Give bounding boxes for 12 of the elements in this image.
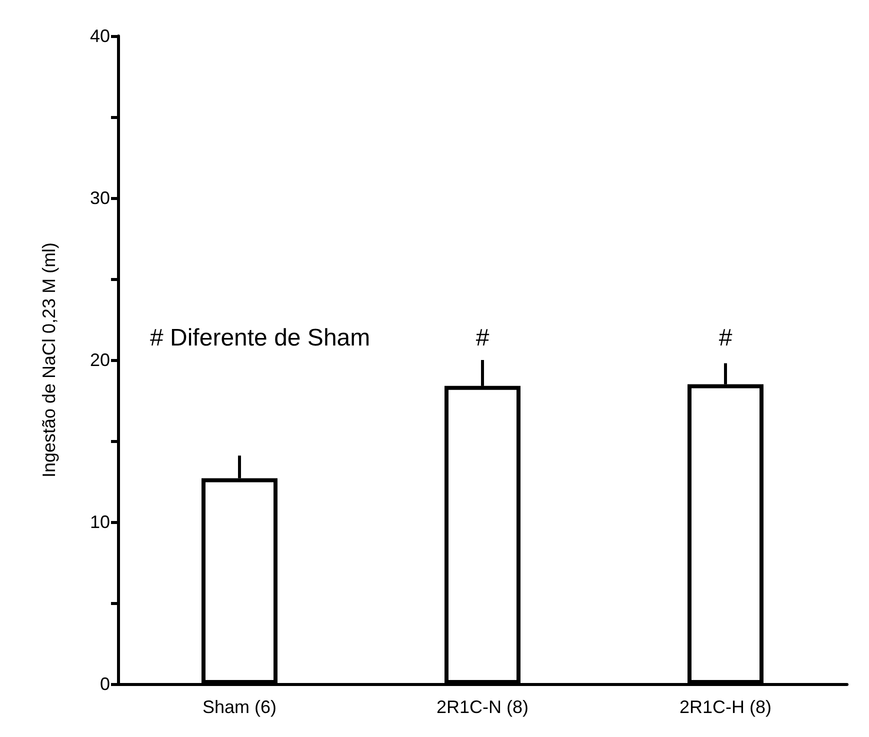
y-tick-label: 0 bbox=[100, 674, 110, 694]
y-tick-label: 40 bbox=[90, 26, 110, 46]
y-tick-label: 10 bbox=[90, 512, 110, 532]
y-tick-label: 30 bbox=[90, 188, 110, 208]
y-axis-title: Ingestão de NaCl 0,23 M (ml) bbox=[39, 242, 59, 478]
annotation: # bbox=[718, 324, 733, 352]
annotation: # Diferente de Sham bbox=[150, 324, 370, 352]
annotation: # bbox=[476, 324, 490, 352]
x-tick-label: 2R1C-N (8) bbox=[436, 697, 529, 717]
x-tick-label: 2R1C-H (8) bbox=[679, 697, 772, 717]
y-tick-label: 20 bbox=[90, 350, 110, 370]
x-tick-label: Sham (6) bbox=[202, 697, 277, 717]
